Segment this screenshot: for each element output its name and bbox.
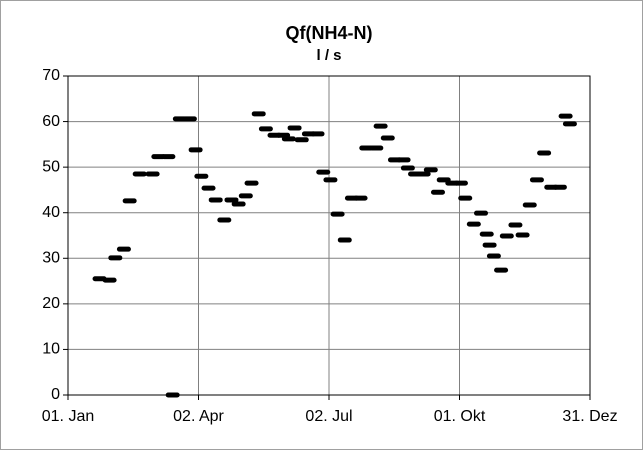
point xyxy=(102,277,117,283)
point xyxy=(217,217,232,223)
point xyxy=(416,171,431,177)
point xyxy=(499,233,514,239)
point xyxy=(423,167,438,173)
point xyxy=(396,157,411,163)
point xyxy=(466,221,481,227)
point xyxy=(552,184,567,190)
y-tick-label: 40 xyxy=(42,204,60,221)
point xyxy=(482,242,497,248)
point xyxy=(508,222,523,228)
y-tick-label: 0 xyxy=(51,386,60,403)
point xyxy=(208,197,223,203)
point xyxy=(453,180,468,186)
point xyxy=(430,189,445,195)
y-tick-label: 70 xyxy=(42,67,60,84)
x-tick-label: 02. Apr xyxy=(173,408,224,425)
point xyxy=(323,177,338,183)
point xyxy=(182,116,197,122)
point xyxy=(330,211,345,217)
point xyxy=(251,111,266,117)
point xyxy=(494,267,509,273)
point xyxy=(529,177,544,183)
point xyxy=(132,171,147,177)
point xyxy=(201,185,216,191)
point xyxy=(258,126,273,132)
point xyxy=(122,198,137,204)
x-tick-label: 01. Okt xyxy=(434,408,486,425)
point xyxy=(108,255,123,261)
point xyxy=(188,147,203,153)
point xyxy=(294,137,309,143)
point xyxy=(400,165,415,171)
y-tick-label: 20 xyxy=(42,295,60,312)
y-tick-label: 60 xyxy=(42,113,60,130)
point xyxy=(161,154,176,160)
y-tick-label: 10 xyxy=(42,341,60,358)
x-tick-label: 02. Jul xyxy=(305,408,352,425)
point xyxy=(316,169,331,175)
point xyxy=(194,173,209,179)
point xyxy=(337,237,352,243)
chart-title: Qf(NH4-N) xyxy=(286,23,373,43)
point xyxy=(244,180,259,186)
point xyxy=(562,121,577,127)
x-tick-label: 31. Dez xyxy=(562,408,617,425)
y-tick-label: 50 xyxy=(42,158,60,175)
point xyxy=(380,135,395,141)
point xyxy=(458,195,473,201)
chart-subtitle: l / s xyxy=(316,47,341,64)
point xyxy=(231,201,246,207)
x-tick-label: 01. Jan xyxy=(42,408,94,425)
point xyxy=(224,197,239,203)
plot-area xyxy=(67,75,591,396)
point xyxy=(165,392,180,398)
point xyxy=(522,202,537,208)
point xyxy=(145,171,160,177)
point xyxy=(373,123,388,129)
point xyxy=(116,246,131,252)
point xyxy=(515,232,530,238)
point xyxy=(353,195,368,201)
point xyxy=(537,150,552,156)
point xyxy=(486,253,501,259)
point xyxy=(281,136,296,142)
point xyxy=(558,113,573,119)
point xyxy=(238,193,253,199)
point xyxy=(369,145,384,151)
y-tick-label: 30 xyxy=(42,250,60,267)
point xyxy=(310,131,325,137)
point xyxy=(474,210,489,216)
point xyxy=(479,231,494,237)
point xyxy=(287,125,302,131)
